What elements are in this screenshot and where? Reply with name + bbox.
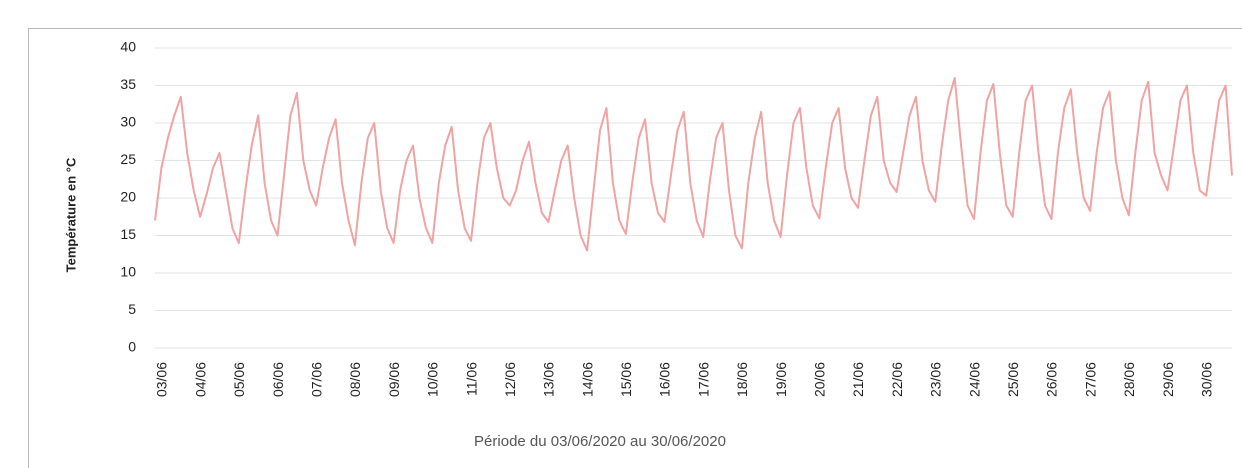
x-tick-label: 22/06 [889,362,905,397]
chart-frame [28,28,1242,468]
x-tick-label: 28/06 [1121,362,1137,397]
x-axis-title: Période du 03/06/2020 au 30/06/2020 [474,433,726,450]
x-tick-label: 13/06 [541,362,557,397]
x-tick-label: 23/06 [928,362,944,397]
x-tick-label: 06/06 [270,362,286,397]
y-tick-label: 30 [120,114,136,130]
y-tick-label: 25 [120,151,136,167]
x-tick-label: 17/06 [695,362,711,397]
x-tick-label: 27/06 [1082,362,1098,397]
x-tick-label: 10/06 [425,362,441,397]
x-tick-label: 05/06 [231,362,247,397]
y-tick-label: 5 [128,301,136,317]
y-tick-label: 35 [120,76,136,92]
x-tick-label: 30/06 [1198,362,1214,397]
x-tick-label: 03/06 [154,362,170,397]
x-tick-label: 19/06 [773,362,789,397]
x-tick-label: 16/06 [657,362,673,397]
y-axis-title: Température en °C [63,157,78,272]
x-tick-label: 08/06 [347,362,363,397]
x-tick-label: 18/06 [734,362,750,397]
x-tick-label: 09/06 [386,362,402,397]
x-tick-label: 21/06 [850,362,866,397]
series-line [154,77,1233,252]
y-tick-label: 40 [120,39,136,55]
x-tick-label: 14/06 [579,362,595,397]
x-tick-label: 29/06 [1160,362,1176,397]
x-tick-label: 24/06 [966,362,982,397]
y-tick-label: 0 [128,339,136,355]
x-tick-label: 12/06 [502,362,518,397]
x-tick-label: 11/06 [463,362,479,396]
y-tick-label: 20 [120,189,136,205]
x-tick-label: 15/06 [618,362,634,397]
x-tick-label: 04/06 [192,362,208,397]
y-tick-label: 10 [120,264,136,280]
y-tick-label: 15 [120,226,136,242]
x-tick-label: 07/06 [308,362,324,397]
x-tick-label: 25/06 [1005,362,1021,397]
x-tick-label: 20/06 [812,362,828,397]
x-tick-label: 26/06 [1044,362,1060,397]
